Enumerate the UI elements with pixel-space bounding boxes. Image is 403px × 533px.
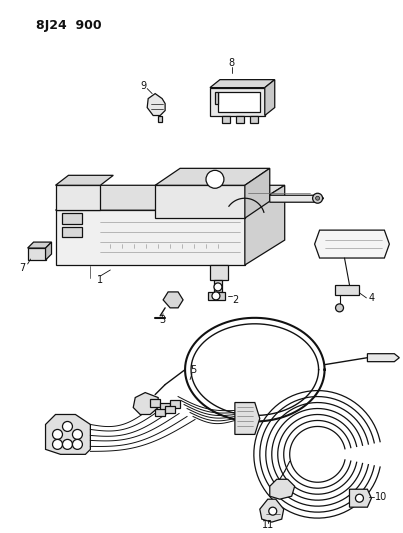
Polygon shape bbox=[170, 400, 180, 408]
Polygon shape bbox=[46, 415, 90, 454]
Polygon shape bbox=[133, 393, 158, 415]
Text: 3: 3 bbox=[159, 315, 165, 325]
Polygon shape bbox=[210, 87, 265, 116]
Polygon shape bbox=[210, 265, 228, 280]
Polygon shape bbox=[315, 230, 389, 258]
Polygon shape bbox=[245, 168, 270, 218]
Polygon shape bbox=[163, 292, 183, 308]
Circle shape bbox=[52, 439, 62, 449]
Polygon shape bbox=[150, 399, 160, 407]
Polygon shape bbox=[250, 116, 258, 124]
Text: 2: 2 bbox=[232, 295, 238, 305]
Text: 4: 4 bbox=[368, 293, 374, 303]
Polygon shape bbox=[210, 79, 275, 87]
Circle shape bbox=[214, 283, 222, 291]
Text: 8: 8 bbox=[229, 58, 235, 68]
Circle shape bbox=[316, 196, 320, 200]
Circle shape bbox=[73, 430, 82, 439]
Polygon shape bbox=[155, 408, 165, 416]
Polygon shape bbox=[218, 92, 260, 111]
Text: 8J24  900: 8J24 900 bbox=[35, 19, 101, 32]
Circle shape bbox=[62, 422, 73, 431]
Circle shape bbox=[269, 507, 277, 515]
Polygon shape bbox=[236, 116, 244, 124]
Polygon shape bbox=[27, 242, 52, 248]
Polygon shape bbox=[27, 248, 46, 260]
Polygon shape bbox=[270, 195, 324, 202]
Text: 1: 1 bbox=[97, 275, 104, 285]
Polygon shape bbox=[270, 479, 295, 499]
Text: 7: 7 bbox=[19, 263, 26, 273]
Circle shape bbox=[336, 304, 343, 312]
Polygon shape bbox=[214, 280, 222, 292]
Polygon shape bbox=[56, 185, 100, 210]
Polygon shape bbox=[165, 406, 175, 414]
Polygon shape bbox=[265, 79, 275, 116]
Polygon shape bbox=[56, 210, 245, 265]
Polygon shape bbox=[158, 116, 162, 123]
Polygon shape bbox=[260, 499, 284, 522]
Polygon shape bbox=[62, 213, 82, 224]
Polygon shape bbox=[160, 402, 170, 410]
Circle shape bbox=[212, 292, 220, 300]
Circle shape bbox=[313, 193, 322, 203]
Text: 5: 5 bbox=[190, 365, 196, 375]
Text: 11: 11 bbox=[262, 520, 274, 530]
Polygon shape bbox=[208, 292, 225, 300]
Circle shape bbox=[206, 171, 224, 188]
Circle shape bbox=[355, 494, 364, 502]
Polygon shape bbox=[155, 185, 245, 218]
Polygon shape bbox=[245, 185, 285, 265]
Polygon shape bbox=[62, 227, 82, 237]
Polygon shape bbox=[46, 242, 52, 260]
Polygon shape bbox=[56, 185, 285, 210]
Text: 10: 10 bbox=[375, 492, 388, 502]
Circle shape bbox=[73, 439, 82, 449]
Text: 9: 9 bbox=[140, 80, 146, 91]
Polygon shape bbox=[215, 92, 218, 103]
Polygon shape bbox=[349, 489, 372, 507]
Polygon shape bbox=[155, 168, 270, 185]
Circle shape bbox=[52, 430, 62, 439]
Polygon shape bbox=[147, 94, 165, 116]
Polygon shape bbox=[56, 175, 113, 185]
Circle shape bbox=[62, 439, 73, 449]
Polygon shape bbox=[235, 402, 260, 434]
Polygon shape bbox=[368, 354, 399, 362]
Polygon shape bbox=[222, 116, 230, 124]
Polygon shape bbox=[334, 285, 359, 295]
